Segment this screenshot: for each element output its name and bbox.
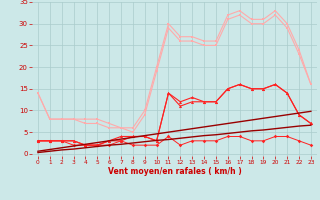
X-axis label: Vent moyen/en rafales ( km/h ): Vent moyen/en rafales ( km/h ) [108, 167, 241, 176]
